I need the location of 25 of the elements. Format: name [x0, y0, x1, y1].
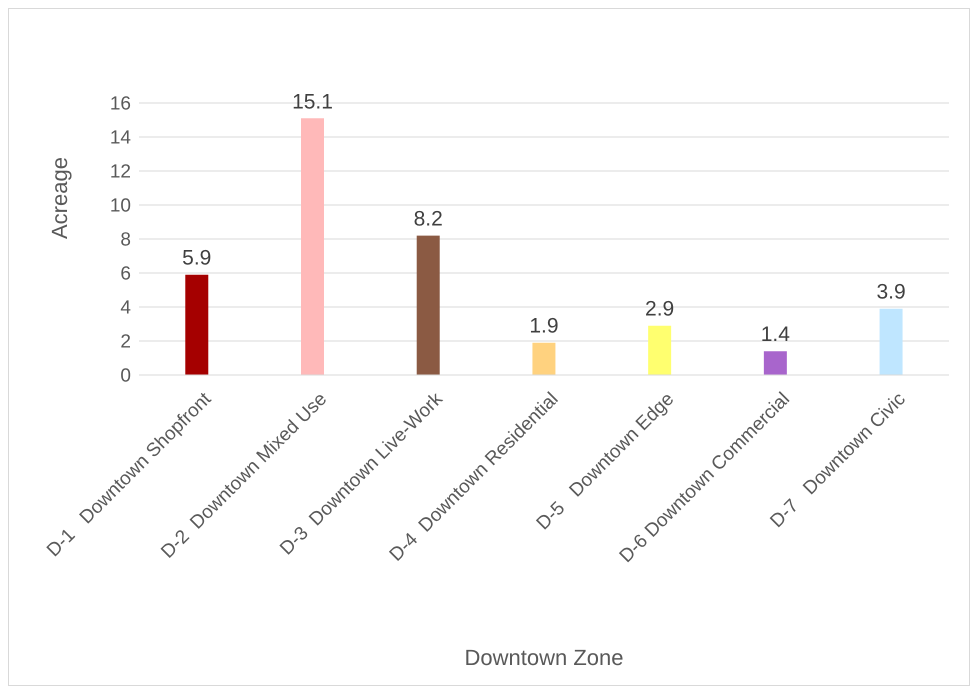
- y-tick-label: 2: [120, 332, 131, 353]
- bar: [185, 274, 208, 375]
- bar: [764, 351, 787, 375]
- bar: [301, 118, 324, 375]
- bar: [532, 342, 556, 375]
- y-tick-label: 14: [110, 128, 132, 149]
- data-label: 15.1: [292, 90, 333, 114]
- y-tick-label: 0: [120, 366, 131, 387]
- y-tick-label: 16: [110, 94, 131, 115]
- data-label: 5.9: [182, 246, 212, 270]
- data-label: 1.9: [529, 314, 559, 338]
- y-tick-label: 10: [110, 196, 131, 217]
- data-label: 8.2: [414, 208, 443, 231]
- bar: [416, 236, 440, 375]
- data-label: 3.9: [876, 280, 906, 304]
- y-axis-title: Acreage: [46, 157, 72, 239]
- data-label: 1.4: [760, 323, 790, 346]
- y-tick-label: 8: [120, 230, 131, 251]
- x-axis-title: Downtown Zone: [464, 645, 624, 670]
- bar: [648, 326, 672, 375]
- bar: [880, 308, 903, 375]
- y-tick-label: 12: [110, 162, 131, 183]
- data-label: 2.9: [645, 298, 674, 321]
- y-tick-label: 6: [120, 264, 131, 285]
- y-tick-label: 4: [120, 298, 132, 319]
